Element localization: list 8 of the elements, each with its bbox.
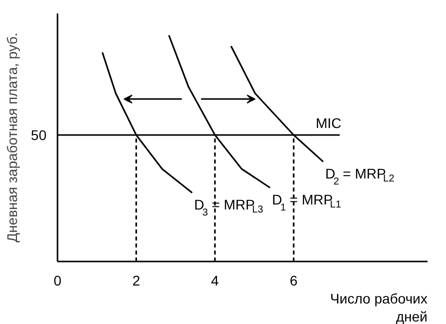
x-axis-title: Число рабочих дней <box>330 290 428 324</box>
text: 50 <box>30 127 47 144</box>
x-tick-label: 0 <box>54 272 62 288</box>
x-tick-label: 4 <box>211 272 220 288</box>
x-tick-label: 6 <box>290 272 298 288</box>
y-axis-title: Дневная заработная плата, руб. <box>4 32 20 242</box>
series-label: MIC <box>316 115 342 132</box>
x-tick-label: 2 <box>132 272 140 288</box>
